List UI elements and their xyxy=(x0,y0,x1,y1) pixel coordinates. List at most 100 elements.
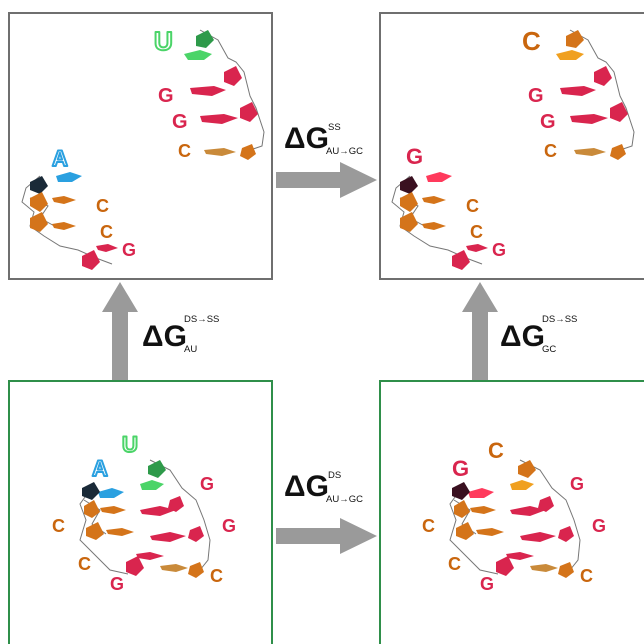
base-pentagon xyxy=(518,460,536,478)
base-pentagon xyxy=(148,460,166,478)
base-pentagon xyxy=(224,66,242,86)
base-pentagon xyxy=(82,482,100,500)
delta-g-left: ΔG DS→SS AU xyxy=(142,314,242,366)
nucleotide-letter: G xyxy=(528,85,544,107)
nucleotide-letter: C xyxy=(96,196,109,216)
base-pentagon xyxy=(86,522,104,540)
base-plate xyxy=(204,148,236,156)
base-plate xyxy=(160,564,188,572)
base-plate xyxy=(52,196,76,204)
nucleotide-letter: C xyxy=(580,566,593,586)
base-plate xyxy=(426,172,452,182)
delta-g-superscript: DS xyxy=(328,470,342,481)
base-pentagon xyxy=(240,102,258,122)
base-pentagon xyxy=(82,250,100,270)
arrow-up-right xyxy=(462,282,498,380)
nucleotide-letter: U xyxy=(122,432,138,457)
base-pentagon xyxy=(30,176,48,194)
nucleotide-letter: G xyxy=(592,516,606,536)
nucleotide-letter: C xyxy=(52,516,65,536)
nucleotide-letter: G xyxy=(158,85,174,107)
delta-g-superscript: DS→SS xyxy=(184,314,220,325)
delta-g-symbol: ΔG xyxy=(500,320,545,353)
base-pentagon xyxy=(30,212,48,232)
panel-single-strand-gc xyxy=(379,12,644,280)
delta-g-bottom: ΔG DS AU→GC xyxy=(284,470,380,516)
nucleotide-letter: G xyxy=(172,111,188,133)
delta-g-symbol: ΔG xyxy=(284,122,329,155)
base-plate xyxy=(510,506,546,516)
base-plate xyxy=(190,86,226,96)
base-plate xyxy=(468,488,494,498)
delta-g-subscript: AU xyxy=(184,344,198,355)
base-plate xyxy=(184,50,212,60)
nucleotide-letter: G xyxy=(110,574,124,594)
arrow-right-top xyxy=(276,162,377,198)
base-pentagon xyxy=(84,500,100,518)
base-plate xyxy=(150,532,186,542)
base-plate xyxy=(506,552,534,560)
base-plate xyxy=(136,552,164,560)
nucleotide-letter: A xyxy=(92,456,108,481)
nucleotide-letter: C xyxy=(544,141,557,161)
base-plate xyxy=(466,244,488,252)
nucleotide-letter: G xyxy=(200,474,214,494)
base-pentagon xyxy=(188,526,204,542)
nucleotide-letter: C xyxy=(448,554,461,574)
delta-g-top: ΔG SS AU→GC xyxy=(284,122,380,168)
base-plate xyxy=(96,244,118,252)
nucleotide-letter: G xyxy=(122,240,136,260)
nucleotide-letter: C xyxy=(488,438,504,463)
base-plate xyxy=(520,532,556,542)
base-pentagon xyxy=(400,212,418,232)
base-plate xyxy=(476,528,504,536)
delta-g-superscript: SS xyxy=(328,122,341,133)
nucleotide-letter: C xyxy=(178,141,191,161)
base-plate xyxy=(470,506,496,514)
base-plate xyxy=(574,148,606,156)
base-plate xyxy=(422,196,446,204)
base-pentagon xyxy=(452,482,470,500)
delta-g-symbol: ΔG xyxy=(284,470,329,503)
delta-g-subscript: AU→GC xyxy=(326,146,363,157)
delta-g-superscript: DS→SS xyxy=(542,314,578,325)
base-plate xyxy=(510,480,534,490)
base-pentagon xyxy=(456,522,474,540)
base-pentagon xyxy=(196,30,214,48)
molecule-single-strand-gc xyxy=(391,29,635,265)
nucleotide-letter: G xyxy=(222,516,236,536)
base-plate xyxy=(106,528,134,536)
base-pentagon xyxy=(188,562,204,578)
delta-g-right: ΔG DS→SS GC xyxy=(500,314,600,366)
base-plate xyxy=(556,50,584,60)
base-plate xyxy=(530,564,558,572)
delta-g-subscript: GC xyxy=(542,344,557,355)
base-pentagon xyxy=(240,144,256,160)
base-pentagon xyxy=(566,30,584,48)
base-pentagon xyxy=(454,500,470,518)
nucleotide-letter: C xyxy=(100,222,113,242)
base-pentagon xyxy=(168,496,184,512)
nucleotide-letter: G xyxy=(492,240,506,260)
nucleotide-letter: C xyxy=(466,196,479,216)
nucleotide-letter: G xyxy=(480,574,494,594)
nucleotide-letter: C xyxy=(78,554,91,574)
base-plate xyxy=(422,222,446,230)
nucleotide-letter: C xyxy=(522,26,541,56)
base-pentagon xyxy=(126,556,144,576)
nucleotide-letter: A xyxy=(52,146,68,171)
nucleotide-letter: G xyxy=(406,144,423,169)
nucleotide-letter: G xyxy=(570,474,584,494)
delta-g-subscript: AU→GC xyxy=(326,494,363,505)
delta-g-symbol: ΔG xyxy=(142,320,187,353)
base-plate xyxy=(140,506,176,516)
base-plate xyxy=(52,222,76,230)
base-plate xyxy=(56,172,82,182)
base-pentagon xyxy=(538,496,554,512)
base-pentagon xyxy=(610,144,626,160)
panel-single-strand-au xyxy=(8,12,273,280)
base-pentagon xyxy=(400,176,418,194)
base-plate xyxy=(98,488,124,498)
base-pentagon xyxy=(610,102,628,122)
